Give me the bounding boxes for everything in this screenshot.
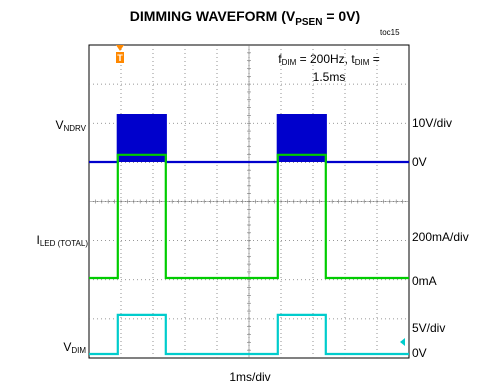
vndrv-scale: 10V/div [412,116,453,130]
annotation-line-1: fDIM = 200Hz, tDIM = [278,52,380,67]
vdim-ground-marker [400,338,405,346]
vndrv-zero-label: 0V [412,155,427,169]
trigger-marker-label: T [117,53,123,63]
markers: T [116,45,405,346]
x-axis-label: 1ms/div [229,370,271,384]
grid [89,45,409,358]
vdim-scale: 5V/div [412,321,446,335]
annotation-line-2: 1.5ms [312,70,346,84]
iled-channel-label: ILED (TOTAL) [36,233,89,248]
trigger-position-marker [116,45,124,51]
traces [89,113,409,356]
iled-scale: 200mA/div [412,230,469,244]
vndrv-channel-label: VNDRV [55,118,86,133]
chart-title: DIMMING WAVEFORM (VPSEN = 0V) [129,8,361,28]
vdim-channel-label: VDIM [63,340,86,355]
vdim-trace [89,313,409,356]
trigger-level-marker [116,52,124,63]
vdim-zero-label: 0V [412,346,427,360]
iled-trace [89,153,409,280]
iled-zero-label: 0mA [412,274,437,288]
frequency-annotation: fDIM = 200Hz, tDIM = 1.5ms [254,52,404,85]
figure-tag: toc15 [380,28,400,37]
